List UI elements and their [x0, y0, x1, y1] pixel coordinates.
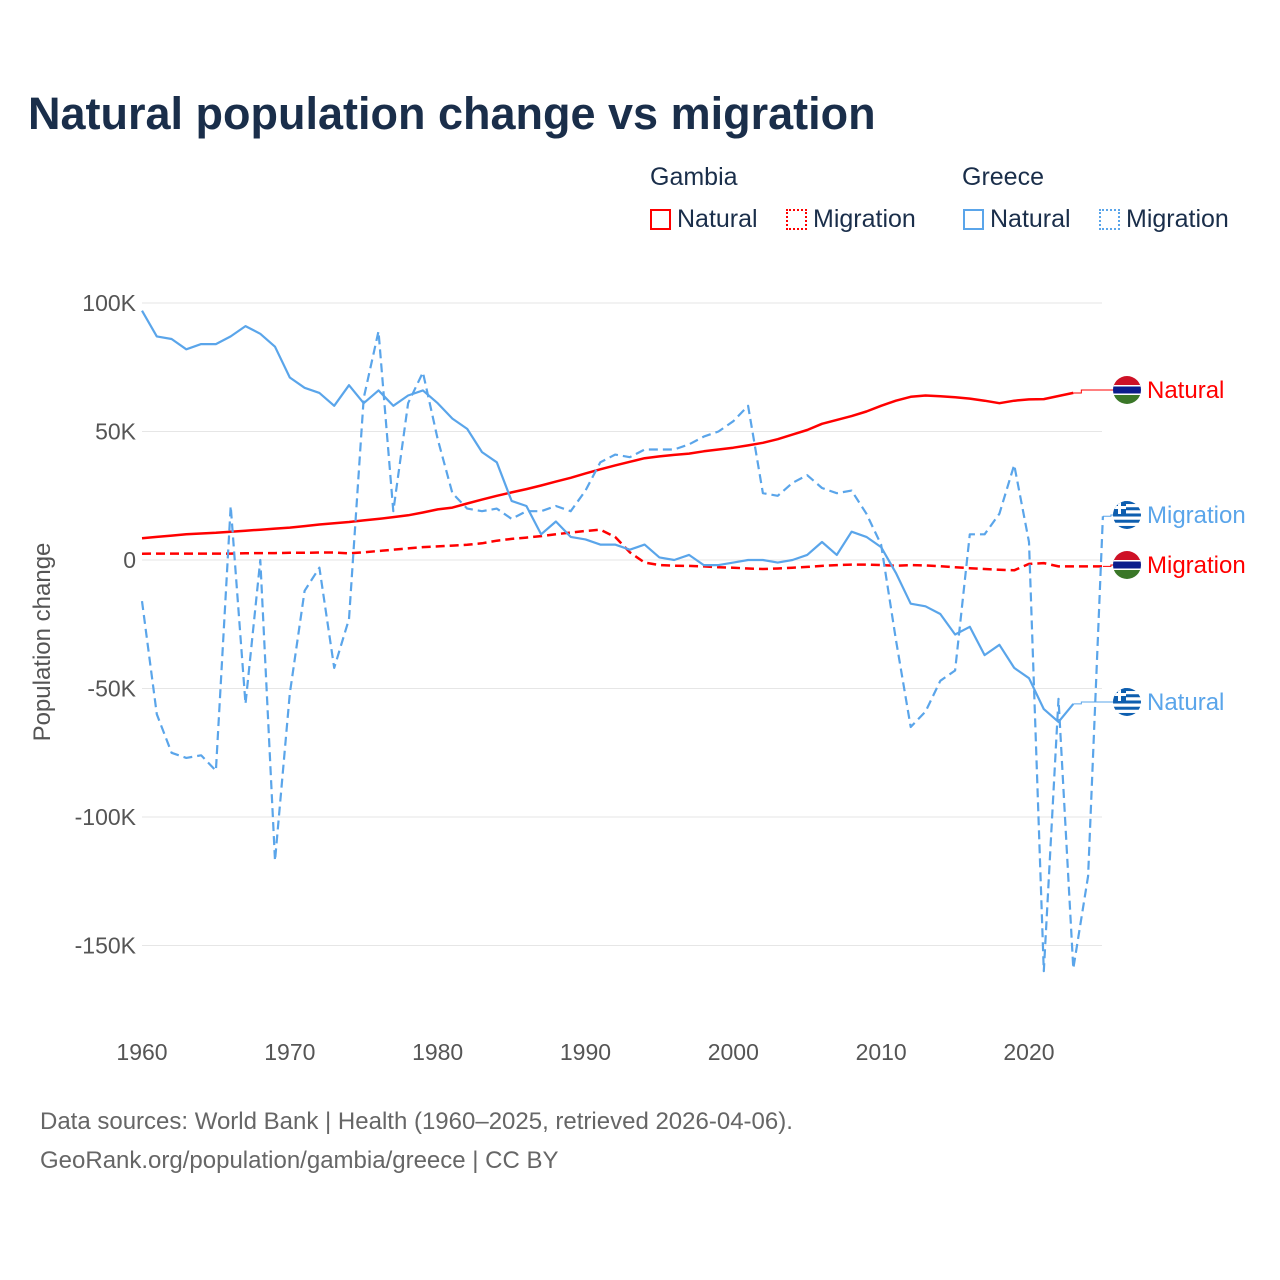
legend-label: Natural: [990, 205, 1071, 233]
series-end-label: Migration: [1147, 502, 1246, 529]
flag-cross: [1113, 506, 1126, 509]
series-end-label: Migration: [1147, 552, 1246, 579]
flag-stripe: [1113, 568, 1141, 570]
legend-label: Natural: [677, 205, 758, 233]
legend-swatch-solid: [650, 209, 671, 230]
y-tick-label: 0: [123, 547, 136, 573]
flag-stripe: [1113, 691, 1141, 695]
flag-stripe: [1113, 688, 1141, 692]
gambia-flag-icon: [1113, 551, 1141, 579]
flag-cross: [1113, 693, 1126, 696]
flag-stripe: [1113, 694, 1141, 698]
flag-stripe: [1113, 393, 1141, 395]
flag-stripe: [1113, 703, 1141, 707]
flag-stripe: [1113, 525, 1141, 529]
flag: [1113, 688, 1141, 716]
flag: [1113, 501, 1141, 529]
x-tick-label: 1990: [560, 1039, 611, 1065]
greece-flag-icon: [1113, 688, 1141, 716]
y-tick-label: -100K: [75, 804, 137, 830]
flag-stripe: [1113, 522, 1141, 526]
flag-stripe: [1113, 386, 1141, 394]
y-tick-label: -50K: [87, 676, 136, 702]
x-tick-label: 1980: [412, 1039, 463, 1065]
x-tick-label: 1970: [264, 1039, 315, 1065]
legend-label: Migration: [1126, 205, 1229, 233]
flag-stripe: [1113, 395, 1141, 404]
flag: [1113, 551, 1141, 579]
flag-stripe: [1113, 570, 1141, 579]
series-line-gambia-migration: [141, 528, 1103, 572]
flag-stripe: [1113, 510, 1141, 514]
footer-sources: Data sources: World Bank | Health (1960–…: [40, 1108, 793, 1135]
x-tick-label: 1960: [116, 1039, 167, 1065]
flag-stripe: [1113, 712, 1141, 716]
label-leader-line: [1073, 701, 1114, 705]
legend-gambia-migration[interactable]: Migration: [786, 205, 916, 234]
legend-swatch-dotted: [1099, 209, 1120, 230]
plot-area: Population change 100K 50K 0 -50K -100K -150K…: [29, 290, 1246, 1065]
series-line-greece-migration: [140, 330, 1104, 973]
flag-stripe: [1113, 700, 1141, 704]
flag: [1113, 376, 1141, 404]
label-leader-line: [1102, 564, 1114, 567]
y-tick-label: -150K: [75, 933, 137, 959]
flag-stripe: [1113, 507, 1141, 511]
x-tick-label: 2020: [1003, 1039, 1054, 1065]
flag-stripe: [1113, 501, 1141, 505]
chart-title: Natural population change vs migration: [28, 88, 876, 139]
legend-greece-migration[interactable]: Migration: [1099, 205, 1229, 234]
y-axis-label: Population change: [29, 543, 56, 742]
flag-stripe: [1113, 551, 1141, 561]
y-tick-label: 100K: [82, 290, 136, 316]
legend-gambia-natural[interactable]: Natural: [650, 205, 758, 234]
legend-greece-natural[interactable]: Natural: [963, 205, 1071, 234]
flag-stripe: [1113, 504, 1141, 508]
flag-stripe: [1113, 385, 1141, 387]
flag-stripe: [1113, 516, 1141, 520]
legend-swatch-dotted: [786, 209, 807, 230]
legend-label: Migration: [813, 205, 916, 233]
footer-link[interactable]: GeoRank.org/population/gambia/greece | C…: [40, 1147, 559, 1174]
flag-stripe: [1113, 709, 1141, 713]
flag-stripe: [1113, 519, 1141, 523]
legend-group-greece: Greece: [962, 163, 1044, 191]
y-tick-label: 50K: [95, 419, 137, 445]
series-line-gambia-natural: [141, 391, 1074, 540]
flag-stripe: [1113, 513, 1141, 517]
x-tick-label: 2010: [856, 1039, 907, 1065]
flag-stripe: [1113, 706, 1141, 710]
series-line-greece-natural: [141, 310, 1075, 724]
flag-stripe: [1113, 376, 1141, 386]
label-leader-line: [1073, 389, 1114, 394]
x-tick-label: 2000: [708, 1039, 759, 1065]
gambia-flag-icon: [1113, 376, 1141, 404]
series-end-label: Natural: [1147, 377, 1224, 404]
flag-stripe: [1113, 561, 1141, 569]
legend-group-gambia: Gambia: [650, 163, 738, 191]
legend-swatch-solid: [963, 209, 984, 230]
label-leader-line: [1102, 514, 1114, 517]
flag-stripe: [1113, 697, 1141, 701]
flag-stripe: [1113, 560, 1141, 562]
series-end-label: Natural: [1147, 689, 1224, 716]
greece-flag-icon: [1113, 501, 1141, 529]
